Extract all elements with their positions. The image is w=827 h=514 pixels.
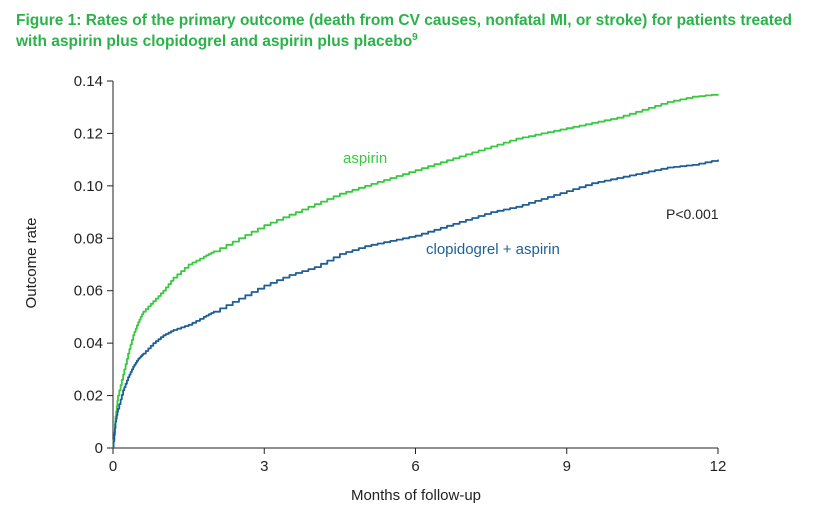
p-value-annotation: P<0.001 — [666, 206, 719, 222]
aspirin-series-label: aspirin — [343, 150, 387, 167]
clopidogrel-series-label: clopidogrel + aspirin — [426, 241, 560, 258]
figure-title: Figure 1: Rates of the primary outcome (… — [16, 10, 816, 52]
x-tick-label: 6 — [411, 458, 419, 475]
y-tick-label: 0.06 — [74, 283, 103, 300]
aspirin-series-line — [112, 93, 719, 449]
y-tick-label: 0.08 — [74, 230, 103, 247]
x-tick-label: 12 — [710, 458, 727, 475]
x-tick-label: 9 — [563, 458, 571, 475]
y-tick-label: 0.10 — [74, 178, 103, 195]
clopidogrel-aspirin-series-line — [112, 159, 719, 449]
y-tick-label: 0.14 — [74, 73, 103, 90]
y-axis-label: Outcome rate — [23, 218, 40, 309]
y-axis: 0 0.02 0.04 0.06 0.08 0.10 0.12 0.14 — [74, 73, 114, 457]
x-axis: 0 3 6 9 12 — [109, 447, 727, 475]
figure-title-text: Figure 1: Rates of the primary outcome (… — [16, 12, 793, 50]
y-tick-label: 0.02 — [74, 388, 103, 405]
figure-title-superscript: 9 — [412, 32, 418, 43]
series-lines — [112, 93, 719, 449]
y-tick-label: 0.12 — [74, 125, 103, 142]
x-tick-label: 3 — [260, 458, 268, 475]
x-tick-label: 0 — [109, 458, 117, 475]
x-axis-label: Months of follow-up — [351, 487, 481, 504]
y-tick-label: 0 — [95, 440, 103, 457]
y-tick-label: 0.04 — [74, 335, 103, 352]
